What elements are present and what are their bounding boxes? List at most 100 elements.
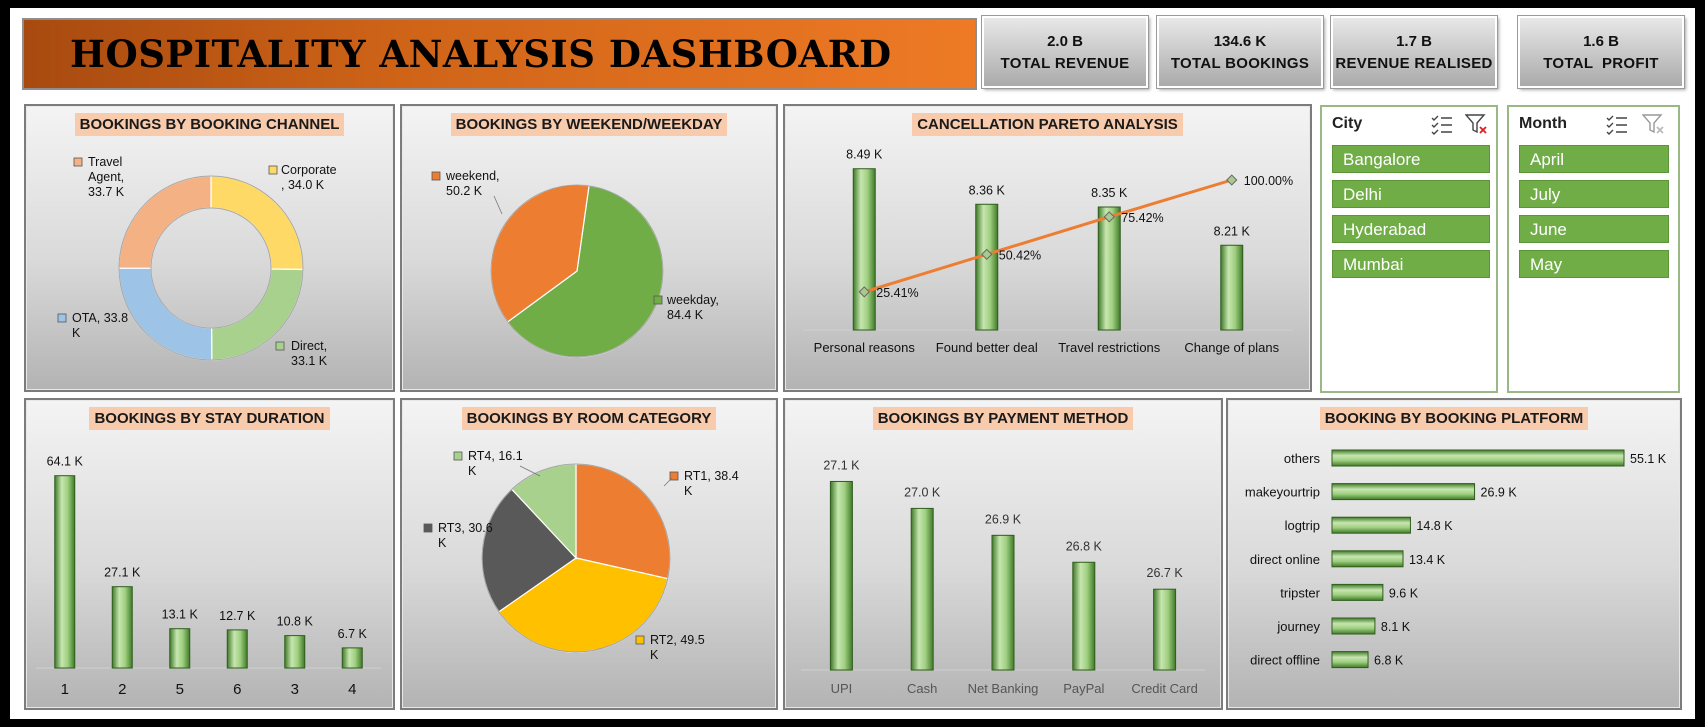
slice-travel-agent <box>118 175 212 269</box>
legend-key <box>431 171 441 181</box>
slicer-item-hyderabad[interactable]: Hyderabad <box>1332 215 1490 243</box>
value-label: 6.8 K <box>1374 654 1404 668</box>
category-label: Change of plans <box>1184 340 1279 355</box>
value-label: 26.7 K <box>1147 566 1184 580</box>
slicer-item-june[interactable]: June <box>1519 215 1669 243</box>
city-slicer: City Bangalore Delhi Hyderabad Mumbai <box>1320 105 1498 393</box>
panel-payment-method: BOOKINGS BY PAYMENT METHOD 27.1 K UPI 27.0… <box>783 398 1223 710</box>
panel-title: BOOKINGS BY WEEKEND/WEEKDAY <box>450 113 728 136</box>
cumulative-marker <box>1226 174 1238 186</box>
platform-bar-chart: others 55.1 K makeyourtrip 26.9 K logtrip 14.… <box>1245 449 1667 669</box>
panel-title: BOOKINGS BY STAY DURATION <box>89 407 330 430</box>
data-label: weekday, 84.4 K <box>666 293 719 322</box>
value-label: 27.1 K <box>823 458 860 472</box>
legend-key <box>268 165 278 175</box>
value-label: 8.49 K <box>846 148 883 162</box>
category-label: makeyourtrip <box>1245 485 1320 500</box>
panel-title: BOOKINGS BY ROOM CATEGORY <box>461 407 717 430</box>
bar-personal-reasons <box>852 168 876 331</box>
clear-filter-icon[interactable] <box>1465 113 1489 135</box>
bar-stay-2 <box>111 586 133 669</box>
value-label: 9.6 K <box>1389 586 1419 600</box>
slicer-item-july[interactable]: July <box>1519 180 1669 208</box>
category-label: PayPal <box>1063 681 1104 696</box>
data-label: Travel Agent, 33.7 K <box>88 155 125 199</box>
bar-upi <box>829 480 853 671</box>
legend-key <box>653 295 663 305</box>
channel-donut-chart: Corporate, 34.0 K Direct, 33.1 K OTA, 33.8 K… <box>57 155 337 368</box>
category-label: 3 <box>291 681 299 698</box>
slicer-item-delhi[interactable]: Delhi <box>1332 180 1490 208</box>
bar-direct-offline <box>1331 651 1369 669</box>
cumulative-label: 25.41% <box>876 286 918 300</box>
month-slicer: Month April July June May <box>1507 105 1680 393</box>
panel-room-category: BOOKINGS BY ROOM CATEGORY RT1, 38.4 K RT2,… <box>400 398 778 710</box>
kpi-label: REVENUE REALISED <box>1335 54 1493 72</box>
data-label: OTA, 33.8 K <box>72 311 128 340</box>
slicer-item-april[interactable]: April <box>1519 145 1669 173</box>
value-label: 8.35 K <box>1091 186 1128 200</box>
dashboard-title: HOSPITALITY ANALYSIS DASHBOARD <box>70 32 892 76</box>
payment-bar-chart: 27.1 K UPI 27.0 K Cash 26.9 K Net Banking 26.8… <box>801 458 1205 696</box>
bar-change-of-plans <box>1220 244 1244 331</box>
value-label: 13.1 K <box>162 608 199 622</box>
kpi-label: TOTAL BOOKINGS <box>1170 54 1310 72</box>
kpi-total-bookings: 134.6 K TOTAL BOOKINGS <box>1157 16 1323 88</box>
slice-ota <box>118 267 213 361</box>
category-label: 2 <box>118 681 126 698</box>
value-label: 8.36 K <box>969 183 1006 197</box>
weekday-pie-chart: weekday, 84.4 K weekend, 50.2 K <box>431 169 719 358</box>
category-label: tripster <box>1280 585 1320 600</box>
category-label: logtrip <box>1285 518 1320 533</box>
slicer-item-may[interactable]: May <box>1519 250 1669 278</box>
cumulative-label: 100.00% <box>1244 174 1293 188</box>
legend-key <box>275 341 285 351</box>
slicer-item-mumbai[interactable]: Mumbai <box>1332 250 1490 278</box>
kpi-revenue-realised: 1.7 B REVENUE REALISED <box>1331 16 1497 88</box>
cumulative-line <box>863 178 1233 294</box>
category-label: Net Banking <box>968 681 1039 696</box>
category-label: 5 <box>176 681 184 698</box>
value-label: 26.9 K <box>1481 486 1518 500</box>
value-label: 14.8 K <box>1416 519 1453 533</box>
bar-cash <box>910 507 934 671</box>
kpi-label: TOTAL PROFIT <box>1543 54 1659 72</box>
panel-title: BOOKINGS BY BOOKING CHANNEL <box>74 113 345 136</box>
data-label: Direct, 33.1 K <box>291 339 328 368</box>
panel-title: BOOKINGS BY PAYMENT METHOD <box>872 407 1134 430</box>
category-label: 4 <box>348 681 356 698</box>
cumulative-label: 75.42% <box>1121 211 1163 225</box>
data-label: RT1, 38.4 K <box>684 469 739 498</box>
slicer-item-bangalore[interactable]: Bangalore <box>1332 145 1490 173</box>
multi-select-icon[interactable] <box>1430 113 1454 135</box>
bar-stay-1 <box>54 475 76 669</box>
bar-stay-3 <box>284 635 306 669</box>
kpi-total-profit: 1.6 B TOTAL PROFIT <box>1518 16 1684 88</box>
cumulative-label: 50.42% <box>999 248 1041 262</box>
bar-travel-restrictions <box>1097 206 1121 331</box>
legend-key <box>423 523 433 533</box>
legend-key <box>635 635 645 645</box>
value-label: 27.0 K <box>904 485 941 499</box>
panel-title: BOOKING BY BOOKING PLATFORM <box>1319 407 1589 430</box>
multi-select-icon[interactable] <box>1605 113 1629 135</box>
value-label: 8.1 K <box>1381 620 1411 634</box>
filter-icon[interactable] <box>1642 113 1666 135</box>
bar-stay-4 <box>341 647 363 669</box>
bar-tripster <box>1331 583 1384 601</box>
panel-booking-platform: BOOKING BY BOOKING PLATFORM others 55.1 K… <box>1226 398 1682 710</box>
bar-logtrip <box>1331 516 1411 534</box>
category-label: Personal reasons <box>814 340 916 355</box>
legend-key <box>669 471 679 481</box>
legend-key <box>57 313 67 323</box>
kpi-value: 1.6 B <box>1583 32 1619 50</box>
bar-makeyourtrip <box>1331 483 1476 501</box>
panel-weekend-weekday: BOOKINGS BY WEEKEND/WEEKDAY weekday, 84.4… <box>400 104 778 392</box>
bar-stay-6 <box>226 629 248 669</box>
pareto-chart: 8.49 K Personal reasons 8.36 K Found better… <box>803 148 1293 355</box>
value-label: 55.1 K <box>1630 452 1667 466</box>
data-label: RT2, 49.5 K <box>650 633 705 662</box>
bar-credit-card <box>1153 588 1177 671</box>
category-label: direct offline <box>1250 653 1320 668</box>
kpi-value: 134.6 K <box>1213 32 1267 50</box>
